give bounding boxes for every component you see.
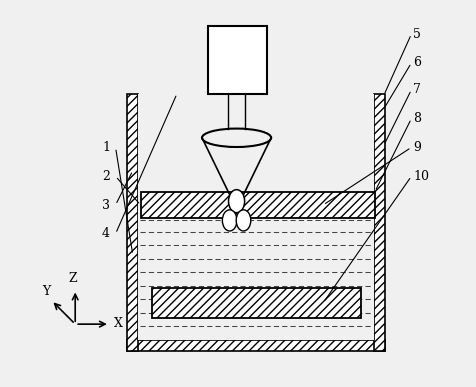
- Bar: [127, 340, 384, 351]
- Ellipse shape: [201, 128, 270, 147]
- Ellipse shape: [228, 190, 244, 213]
- Text: 6: 6: [413, 57, 420, 69]
- Text: 4: 4: [102, 227, 109, 240]
- Text: Y: Y: [42, 285, 50, 298]
- Text: 1: 1: [102, 141, 109, 154]
- Text: 10: 10: [413, 170, 428, 183]
- Text: 9: 9: [413, 141, 420, 154]
- Text: X: X: [114, 317, 123, 330]
- Text: 8: 8: [413, 112, 420, 125]
- Bar: [138, 94, 373, 340]
- Text: 7: 7: [413, 83, 420, 96]
- Bar: [127, 94, 138, 351]
- Bar: [140, 192, 374, 219]
- Text: 3: 3: [102, 199, 109, 212]
- Text: 2: 2: [102, 170, 109, 183]
- Text: 5: 5: [413, 27, 420, 41]
- Text: Z: Z: [68, 272, 77, 285]
- Bar: [152, 288, 361, 319]
- Bar: [373, 94, 384, 351]
- Ellipse shape: [236, 210, 250, 231]
- Ellipse shape: [222, 210, 237, 231]
- Bar: [208, 26, 267, 94]
